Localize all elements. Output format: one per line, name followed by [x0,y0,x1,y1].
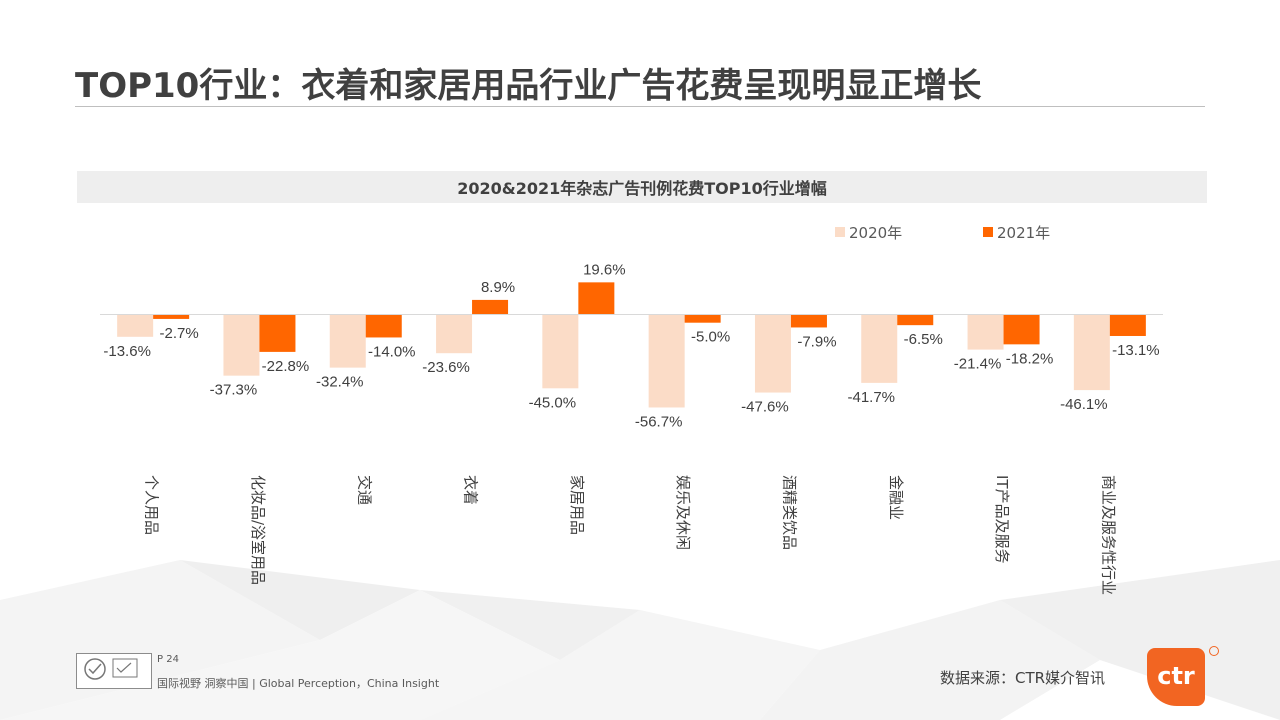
data-label: -32.4% [316,374,364,391]
category-label: 化妆品/浴室用品 [249,475,267,585]
bar-2020 [117,314,154,337]
registered-mark-icon [1209,646,1219,656]
slide-title: TOP10行业：衣着和家居用品行业广告花费呈现明显正增长 [75,66,982,106]
data-label: -13.1% [1112,342,1160,359]
bar-2021 [259,314,296,352]
bar-2021 [684,314,721,323]
page-number: P 24 [157,654,179,665]
data-label: -13.6% [103,343,151,360]
category-label: 个人用品 [143,475,161,535]
bar-2020 [648,314,685,408]
data-label: 8.9% [481,279,515,296]
bar-2021 [1003,314,1040,345]
category-label: 金融业 [887,475,905,520]
bar-2020 [754,314,791,393]
bar-2021 [790,314,827,328]
data-label: -7.9% [797,333,836,350]
data-label: 19.6% [583,261,626,278]
bar-2020 [436,314,473,354]
data-label: -5.0% [691,329,730,346]
chart-title: 2020&2021年杂志广告刊例花费TOP10行业增幅 [457,179,827,198]
legend-swatch [983,227,993,237]
chart-title-band: 2020&2021年杂志广告刊例花费TOP10行业增幅 [77,171,1207,203]
data-label: -6.5% [904,331,943,348]
legend-swatch [835,227,845,237]
data-source: 数据来源：CTR媒介智讯 [940,669,1106,687]
data-label: -46.1% [1060,396,1108,413]
bar-2020 [223,314,260,376]
data-label: -47.6% [741,399,789,416]
data-label: -21.4% [954,356,1002,373]
bar-2021 [472,299,509,315]
data-label: -22.8% [262,358,310,375]
data-label: -56.7% [635,413,683,430]
title-divider [75,106,1205,107]
bar-2020 [967,314,1004,350]
data-label: -41.7% [847,389,895,406]
brand-name: ctr [1157,662,1195,690]
certification-badges [76,653,152,689]
bar-2020 [861,314,898,383]
bar-2020 [1073,314,1110,391]
legend-label: 2020年 [849,224,902,242]
data-label: -23.6% [422,359,470,376]
data-label: -2.7% [160,325,199,342]
category-label: 家居用品 [568,475,586,535]
category-label: 衣着 [462,475,480,505]
bar-2021 [153,314,190,319]
ctr-logo: ctr [1147,648,1205,706]
footer-tagline: 国际视野 洞察中国 | Global Perception，China Insi… [157,677,440,690]
category-label: 商业及服务性行业 [1099,475,1117,595]
bar-2021 [897,314,934,326]
data-label: -18.2% [1006,350,1054,367]
bar-2021 [578,282,615,315]
bar-2020 [542,314,579,389]
legend-label: 2021年 [997,224,1050,242]
bar-2021 [1109,314,1146,336]
data-label: -14.0% [368,343,416,360]
data-label: -37.3% [210,382,258,399]
data-label: -45.0% [529,394,577,411]
bar-2020 [329,314,366,368]
category-label: 交通 [355,475,373,505]
category-label: 酒精类饮品 [780,475,798,550]
bar-2021 [365,314,402,338]
category-label: IT产品及服务 [993,475,1011,564]
category-label: 娱乐及休闲 [674,475,692,550]
